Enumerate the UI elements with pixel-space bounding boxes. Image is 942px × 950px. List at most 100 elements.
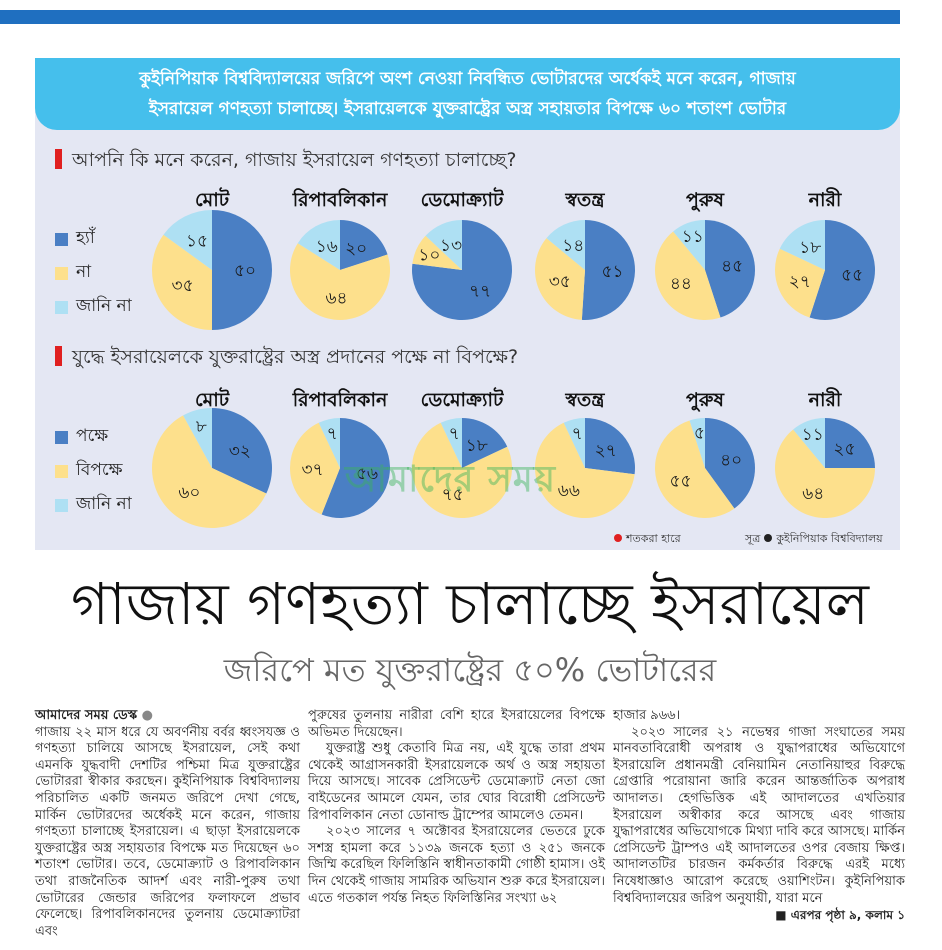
legend-item: বিপক্ষে [55,454,132,488]
paragraph: পুরুষের তুলনায় নারীরা বেশি হারে ইসরায়ে… [308,708,605,740]
byline: আমাদের সময় ডেস্ক ● [35,708,300,725]
paragraph: ২০২৩ সালের ৭ অক্টোবর ইসরায়েলের ভেতরে ঢু… [308,824,605,906]
continued-link[interactable]: ■ এরপর পৃষ্ঠা ৯, কলাম ১ [775,908,905,923]
paragraph: ২০২৩ সালের ২১ নভেম্বর গাজা সংঘাতের সময় … [613,724,905,906]
bullet-icon: ● [141,708,153,723]
pie-title: রিপাবলিকান [292,189,388,211]
pie-slice [581,220,636,321]
source-text: কুইনিপিয়াক বিশ্ববিদ্যালয় [776,532,883,545]
pie-slice [411,220,512,320]
question-2: যুদ্ধে ইসরায়েলকে যুক্তরাষ্ট্রের অস্ত্র … [55,343,518,375]
source-note: সূত্র কুইনিপিয়াক বিশ্ববিদ্যালয় [745,530,883,549]
pie-title: ডেমোক্র্যাট [420,389,504,411]
pie-slice [318,418,340,468]
yellow-swatch-icon [55,464,68,478]
watermark: আমাদের সময় [345,459,557,500]
legend-item: পক্ষে [55,420,132,454]
pie-title: স্বতন্ত্র [565,189,605,211]
pie-title: পুরুষ [686,189,724,211]
pie-data-label: ৪০ [720,451,742,471]
pie-data-label: ৪৪ [670,274,692,294]
pie-data-label: ৬৬ [558,481,580,501]
source-label: সূত্র [745,532,761,545]
pie-data-label: ১৫ [186,232,208,252]
pie-data-label: ১০ [418,246,440,266]
paragraph: গাজায় ২২ মাস ধরে যে অবর্ণনীয় বর্বর ধ্ব… [35,724,300,939]
unit-text: শতকরা হারে [626,532,681,545]
legend-2: পক্ষে বিপক্ষে জানি না [55,420,132,522]
pie-slice [673,220,705,270]
pie-title: নারী [808,389,842,411]
pie-title: পুরুষ [686,389,724,411]
legend-item: জানি না [55,290,132,324]
pie-data-label: ৫০ [234,261,256,281]
pie-slice [563,418,585,468]
pie-data-label: ১১ [802,425,824,445]
headline: গাজায় গণহত্যা চালাচ্ছে ইসরায়েল [71,570,869,638]
pie-slice [163,210,212,270]
pie-slice [705,220,755,318]
paragraph: হাজার ৯৬৬। [613,708,681,723]
pie-data-label: ৫৫ [669,471,691,491]
pie-slice [535,238,585,320]
pie-data-label: ৩২ [229,441,251,461]
pie-data-label: ১৮ [799,238,821,258]
legend-label: জানি না [76,494,132,514]
question-1: আপনি কি মনে করেন, গাজায় ইসরায়েল গণহত্য… [55,146,517,178]
pie-slice [535,422,635,518]
pie-data-label: ১৮ [466,436,488,456]
pie-slice [425,220,462,270]
banner-line-2: ইসরায়েল গণহত্যা চালাচ্ছে। ইসরায়েলকে যু… [148,99,787,119]
pie-slice [825,418,875,468]
pie-data-label: ৭৭ [469,282,491,302]
pie-data-label: ৩৫ [172,276,194,296]
pie-data-label: ২৭ [789,272,811,292]
pie-slice [775,248,825,318]
pie-slice [585,418,635,475]
pie-title: নারী [808,189,842,211]
pie-slice [289,422,340,515]
banner-line-1: কুইনিপিয়াক বিশ্ববিদ্যালয়ের জরিপে অংশ ন… [139,69,796,89]
pie-slice [793,418,825,468]
pie-data-label: ৭ [327,424,338,444]
yellow-swatch-icon [55,266,68,280]
pie-title: রিপাবলিকান [292,389,388,411]
pie-data-label: ১৩ [440,236,462,256]
question-1-text: আপনি কি মনে করেন, গাজায় ইসরায়েল গণহত্য… [72,149,517,171]
article-column-3: হাজার ৯৬৬। ২০২৩ সালের ২১ নভেম্বর গাজা সং… [613,708,905,924]
pie-data-label: ৭৫ [442,485,464,505]
legend-label: পক্ষে [76,426,109,446]
light-blue-swatch-icon [55,300,68,314]
pie-data-label: ৫ [694,423,705,443]
pie-data-label: ১৬ [316,237,338,257]
legend-label: জানি না [76,296,132,316]
pie-slice [340,220,388,270]
pie-slice [775,429,875,518]
blue-swatch-icon [55,232,68,246]
pie-data-label: ৫৫ [841,265,863,285]
article-column-2: পুরুষের তুলনায় নারীরা বেশি হারে ইসরায়ে… [308,708,605,907]
legend-1: হ্যাঁ না জানি না [55,222,132,324]
pie-slice [705,418,756,509]
pie-slice [655,420,735,518]
pie-data-label: ২৭ [595,441,617,461]
pie-data-label: ৮ [196,417,207,437]
pie-slice [440,418,462,468]
pie-slice [183,408,212,468]
pie-data-label: ১৪ [562,236,584,256]
pie-slice [297,220,340,270]
pie-data-label: ১১ [682,227,704,247]
unit-note: শতকরা হারে [610,530,681,549]
legend-label: না [76,262,92,282]
pie-slice [689,418,705,468]
pie-title: মোট [194,189,230,211]
pie-data-label: ২০ [345,239,367,259]
subheadline: জরিপে মত যুক্তরাষ্ট্রের ৫০% ভোটারের [223,651,717,689]
pie-data-label: ৭ [449,424,460,444]
legend-item: না [55,256,132,290]
pie-slice [212,210,272,330]
pie-slice [462,418,508,468]
pie-slice [151,234,212,330]
